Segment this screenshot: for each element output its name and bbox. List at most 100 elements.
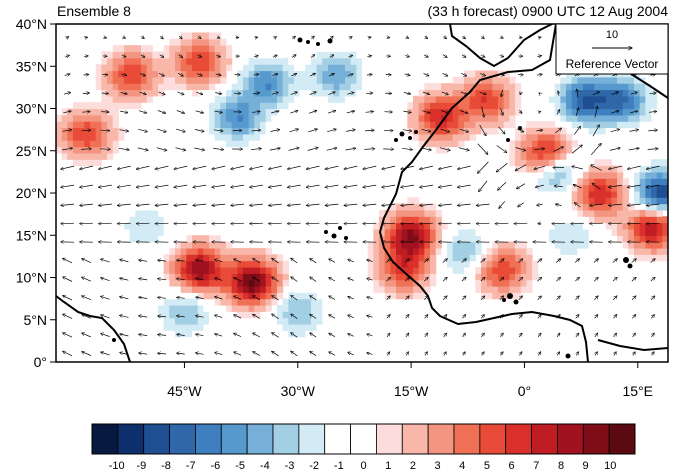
field-cell [288, 330, 295, 338]
field-cell [311, 292, 318, 300]
field-cell [634, 216, 641, 224]
field-cell [231, 247, 238, 255]
field-cell [124, 57, 131, 65]
field-cell [118, 228, 125, 236]
wind-vector [498, 126, 505, 134]
field-cell [107, 146, 114, 154]
field-cell [430, 209, 437, 217]
field-cell [396, 235, 403, 243]
field-cell [418, 266, 425, 274]
wind-vector [348, 334, 354, 337]
field-cell [503, 76, 510, 84]
field-cell [475, 70, 482, 78]
field-cell [430, 83, 437, 91]
field-cell [628, 76, 635, 84]
field-cell [260, 89, 267, 97]
wind-vector [101, 333, 110, 337]
field-cell [129, 57, 136, 65]
wind-vector [424, 315, 428, 319]
field-cell [430, 121, 437, 129]
wind-vector [306, 184, 320, 187]
field-cell [560, 152, 567, 160]
field-cell [67, 152, 74, 160]
field-cell [254, 304, 261, 312]
field-cell [583, 171, 590, 179]
wind-vector [439, 165, 452, 169]
field-cell [248, 70, 255, 78]
wind-vector [382, 165, 396, 169]
field-cell [237, 89, 244, 97]
field-cell [560, 216, 567, 224]
field-cell [107, 140, 114, 148]
field-cell [243, 89, 250, 97]
wind-vector [177, 297, 185, 298]
field-cell [526, 254, 533, 262]
wind-vector [63, 277, 73, 282]
field-cell [107, 152, 114, 160]
coastline-iberia [449, 24, 553, 68]
field-cell [271, 323, 278, 331]
field-cell [180, 57, 187, 65]
field-cell [135, 70, 142, 78]
field-cell [549, 95, 556, 103]
field-cell [447, 95, 454, 103]
field-cell [651, 190, 658, 198]
field-cell [656, 216, 663, 224]
wind-vector [439, 184, 452, 187]
wind-vector [612, 259, 618, 263]
wind-vector [329, 352, 336, 356]
field-cell [192, 279, 199, 287]
wind-vector [310, 296, 317, 301]
wind-vector [80, 204, 93, 205]
field-cell [424, 209, 431, 217]
field-cell [430, 127, 437, 135]
wind-vector [329, 296, 336, 300]
field-cell [95, 159, 102, 167]
field-cell [566, 171, 573, 179]
field-cell [305, 89, 312, 97]
field-cell [651, 171, 658, 179]
field-cell [554, 235, 561, 243]
wind-vector [291, 55, 296, 58]
wind-vector [196, 334, 204, 336]
wind-vector [518, 259, 523, 263]
field-cell [214, 38, 221, 46]
field-cell [622, 127, 629, 135]
wind-vector [348, 55, 353, 57]
field-cell [651, 178, 658, 186]
field-cell [95, 102, 102, 110]
field-cell [464, 114, 471, 122]
field-cell [662, 178, 668, 186]
field-cell [197, 51, 204, 59]
field-cell [248, 102, 255, 110]
field-cell [452, 83, 459, 91]
field-cell [265, 51, 272, 59]
field-cell [158, 64, 165, 72]
wind-vector [424, 55, 428, 57]
colorbar-label: 10 [604, 460, 616, 471]
field-cell [413, 292, 420, 300]
field-cell [566, 133, 573, 141]
wind-vector [649, 93, 657, 94]
field-cell [56, 127, 63, 135]
wind-vector [631, 259, 637, 263]
field-cell [656, 247, 663, 255]
field-cell [475, 108, 482, 116]
field-cell [656, 209, 663, 217]
field-cell [186, 317, 193, 325]
field-cell [226, 292, 233, 300]
field-cell [265, 89, 272, 97]
wind-vector [234, 278, 242, 282]
field-cell [469, 260, 476, 268]
field-cell [214, 140, 221, 148]
field-cell [90, 140, 97, 148]
field-cell [571, 121, 578, 129]
field-cell [180, 266, 187, 274]
field-cell [135, 51, 142, 59]
wind-vector [495, 223, 509, 224]
field-cell [186, 266, 193, 274]
field-cell [197, 83, 204, 91]
field-cell [282, 260, 289, 268]
wind-vector [614, 333, 617, 338]
field-cell [588, 235, 595, 243]
